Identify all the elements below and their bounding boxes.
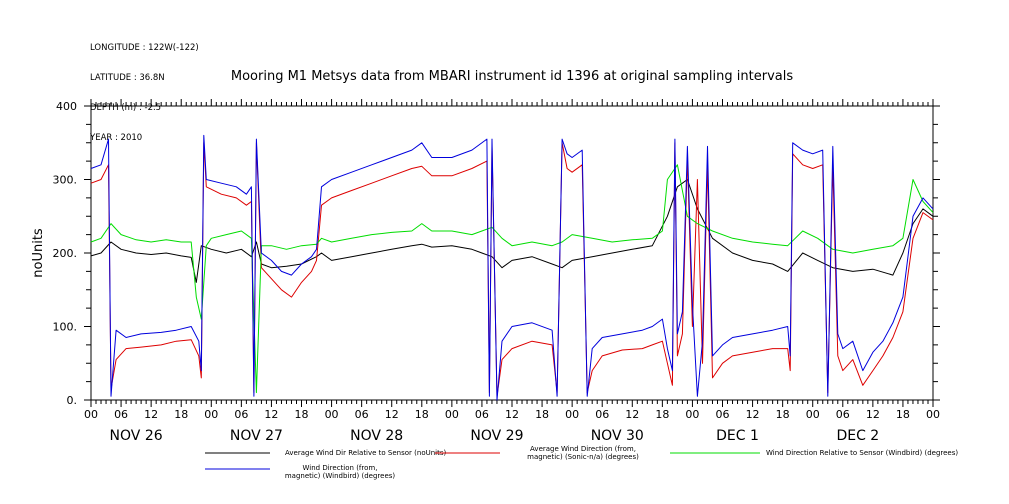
x-tick-label: 00 xyxy=(685,408,699,421)
y-tick-label: 0. xyxy=(67,394,78,407)
x-tick-label: 18 xyxy=(655,408,669,421)
x-tick-label: 18 xyxy=(535,408,549,421)
legend-label-1: Average Wind Dir Relative to Sensor (noU… xyxy=(285,449,446,457)
axis-labels: 0. 100. 200. 300. 400 00 06 12 18 00 06 12 18 00 06 12 1… xyxy=(53,100,941,444)
legend-label-2: Average Wind Direction (from, magnetic) (… xyxy=(527,445,639,461)
x-tick-label: 12 xyxy=(385,408,399,421)
depth-label: DEPTH (m) : -2.5 xyxy=(90,103,162,113)
series-line-2 xyxy=(90,142,934,397)
plot-frame xyxy=(90,105,934,401)
x-tick-label: 06 xyxy=(475,408,489,421)
day-label: NOV 26 xyxy=(110,428,163,444)
x-tick-label: 18 xyxy=(776,408,790,421)
day-label: NOV 28 xyxy=(350,428,403,444)
x-tick-label: 12 xyxy=(144,408,158,421)
x-tick-label: 00 xyxy=(325,408,339,421)
series-line-1 xyxy=(90,179,934,283)
x-tick-label: 06 xyxy=(355,408,369,421)
day-label: NOV 27 xyxy=(230,428,283,444)
day-label: NOV 29 xyxy=(470,428,523,444)
x-tick-label: 18 xyxy=(295,408,309,421)
x-tick-label: 18 xyxy=(896,408,910,421)
x-tick-label: 00 xyxy=(806,408,820,421)
x-tick-label: 12 xyxy=(505,408,519,421)
x-tick-label: 06 xyxy=(234,408,248,421)
x-tick-label: 06 xyxy=(836,408,850,421)
x-tick-label: 12 xyxy=(866,408,880,421)
latitude-label: LATITUDE : 36.8N xyxy=(90,73,165,83)
metadata-block: LONGITUDE : 122W(-122) LATITUDE : 36.8N … xyxy=(90,23,199,153)
day-label: DEC 1 xyxy=(716,428,759,444)
x-tick-label: 06 xyxy=(595,408,609,421)
x-tick-label: 00 xyxy=(84,408,98,421)
year-label: YEAR : 2010 xyxy=(90,133,143,143)
series-line-4 xyxy=(90,134,934,401)
legend: Average Wind Dir Relative to Sensor (noU… xyxy=(205,445,958,480)
y-tick-label: 300. xyxy=(53,174,78,187)
x-tick-label: 00 xyxy=(926,408,940,421)
x-tick-label: 12 xyxy=(625,408,639,421)
x-tick-label: 06 xyxy=(716,408,730,421)
x-tick-label: 00 xyxy=(565,408,579,421)
x-tick-label: 12 xyxy=(746,408,760,421)
legend-label-3: Wind Direction Relative to Sensor (Windb… xyxy=(766,449,958,457)
series-line-3 xyxy=(90,164,934,394)
x-tick-label: 18 xyxy=(415,408,429,421)
x-tick-label: 00 xyxy=(204,408,218,421)
y-tick-label: 200. xyxy=(53,247,78,260)
axis-ticks xyxy=(84,99,940,407)
y-tick-label: 400 xyxy=(56,100,77,113)
y-tick-label: 100. xyxy=(53,321,78,334)
x-tick-label: 12 xyxy=(264,408,278,421)
x-tick-label: 18 xyxy=(174,408,188,421)
legend-label-4: Wind Direction (from, magnetic) (Windbird… xyxy=(285,464,396,480)
day-label: DEC 2 xyxy=(836,428,879,444)
x-tick-label: 06 xyxy=(114,408,128,421)
series-lines xyxy=(90,134,934,401)
y-axis-title: noUnits xyxy=(31,228,46,278)
x-tick-label: 00 xyxy=(445,408,459,421)
longitude-label: LONGITUDE : 122W(-122) xyxy=(90,43,199,53)
day-label: NOV 30 xyxy=(591,428,644,444)
chart-title: Mooring M1 Metsys data from MBARI instru… xyxy=(231,69,793,84)
